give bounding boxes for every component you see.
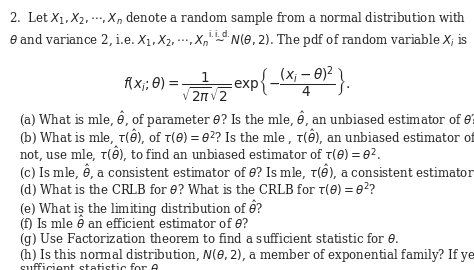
Text: not, use mle, $\tau(\hat{\theta})$, to find an unbiased estimator of $\tau(\thet: not, use mle, $\tau(\hat{\theta})$, to f… bbox=[19, 145, 381, 164]
Text: (f) Is mle $\hat{\theta}$ an efficient estimator of $\theta$?: (f) Is mle $\hat{\theta}$ an efficient e… bbox=[19, 214, 249, 233]
Text: (e) What is the limiting distribution of $\hat{\theta}$?: (e) What is the limiting distribution of… bbox=[19, 198, 264, 219]
Text: (d) What is the CRLB for $\theta$? What is the CRLB for $\tau(\theta) = \theta^2: (d) What is the CRLB for $\theta$? What … bbox=[19, 181, 376, 199]
Text: $\theta$ and variance 2, i.e. $X_1, X_2, \cdots, X_n \overset{\mathrm{i.i.d.}}{\: $\theta$ and variance 2, i.e. $X_1, X_2,… bbox=[9, 28, 468, 50]
Text: 2.  Let $X_1, X_2, \cdots, X_n$ denote a random sample from a normal distributio: 2. Let $X_1, X_2, \cdots, X_n$ denote a … bbox=[9, 10, 466, 27]
Text: (g) Use Factorization theorem to find a sufficient statistic for $\theta$.: (g) Use Factorization theorem to find a … bbox=[19, 231, 399, 248]
Text: (c) Is mle, $\hat{\theta}$, a consistent estimator of $\theta$? Is mle, $\tau(\h: (c) Is mle, $\hat{\theta}$, a consistent… bbox=[19, 163, 474, 182]
Text: (h) Is this normal distribution, $N(\theta, 2)$, a member of exponential family?: (h) Is this normal distribution, $N(\the… bbox=[19, 247, 474, 264]
Text: (a) What is mle, $\hat{\theta}$, of parameter $\theta$? Is the mle, $\hat{\theta: (a) What is mle, $\hat{\theta}$, of para… bbox=[19, 109, 474, 130]
Text: (b) What is mle, $\tau(\hat{\theta})$, of $\tau(\theta) = \theta^2$? Is the mle : (b) What is mle, $\tau(\hat{\theta})$, o… bbox=[19, 128, 474, 147]
Text: $f(x_i;\theta) = \dfrac{1}{\sqrt{2\pi}\sqrt{2}}\,\mathrm{exp}\left\{-\dfrac{(x_i: $f(x_i;\theta) = \dfrac{1}{\sqrt{2\pi}\s… bbox=[123, 65, 351, 105]
Text: sufficient statistic for $\theta$.: sufficient statistic for $\theta$. bbox=[19, 262, 162, 270]
